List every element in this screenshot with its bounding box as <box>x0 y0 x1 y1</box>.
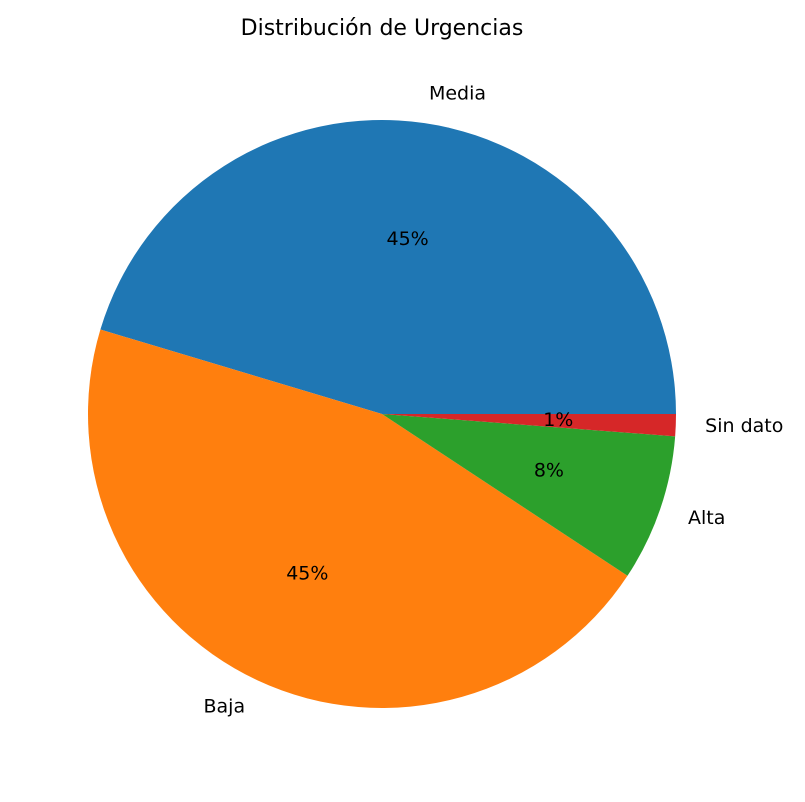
pie-slices <box>88 120 676 708</box>
slice-percent-alta: 8% <box>534 460 564 482</box>
slice-percent-media: 45% <box>386 228 428 250</box>
pie-slice-alta <box>382 414 676 576</box>
pie-slice-media <box>100 120 676 415</box>
chart-title: Distribución de Urgencias <box>241 16 524 41</box>
slice-percent-sin-dato: 1% <box>543 409 573 431</box>
slice-label-baja: Baja <box>204 696 246 718</box>
pie-slice-baja <box>88 329 628 708</box>
slice-label-media: Media <box>429 83 486 105</box>
slice-label-sin-dato: Sin dato <box>705 415 783 437</box>
slice-label-alta: Alta <box>688 507 725 529</box>
pie-slice-sin-dato <box>382 414 676 437</box>
slice-percent-baja: 45% <box>286 562 328 584</box>
pie-labels: Media 45% Baja 45% Alta 8% Sin dato 1% <box>204 83 784 718</box>
